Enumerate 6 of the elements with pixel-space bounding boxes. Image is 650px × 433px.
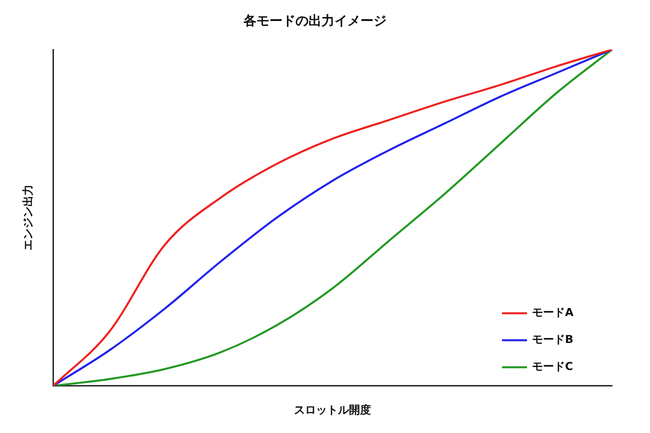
legend-label: モードC <box>532 360 574 374</box>
chart-title: 各モードの出力イメージ <box>242 14 386 30</box>
legend-label: モードA <box>532 306 574 320</box>
legend-label: モードB <box>532 333 574 346</box>
y-axis-title: エンジン出力 <box>21 184 34 251</box>
x-axis-title: スロットル開度 <box>294 403 372 416</box>
